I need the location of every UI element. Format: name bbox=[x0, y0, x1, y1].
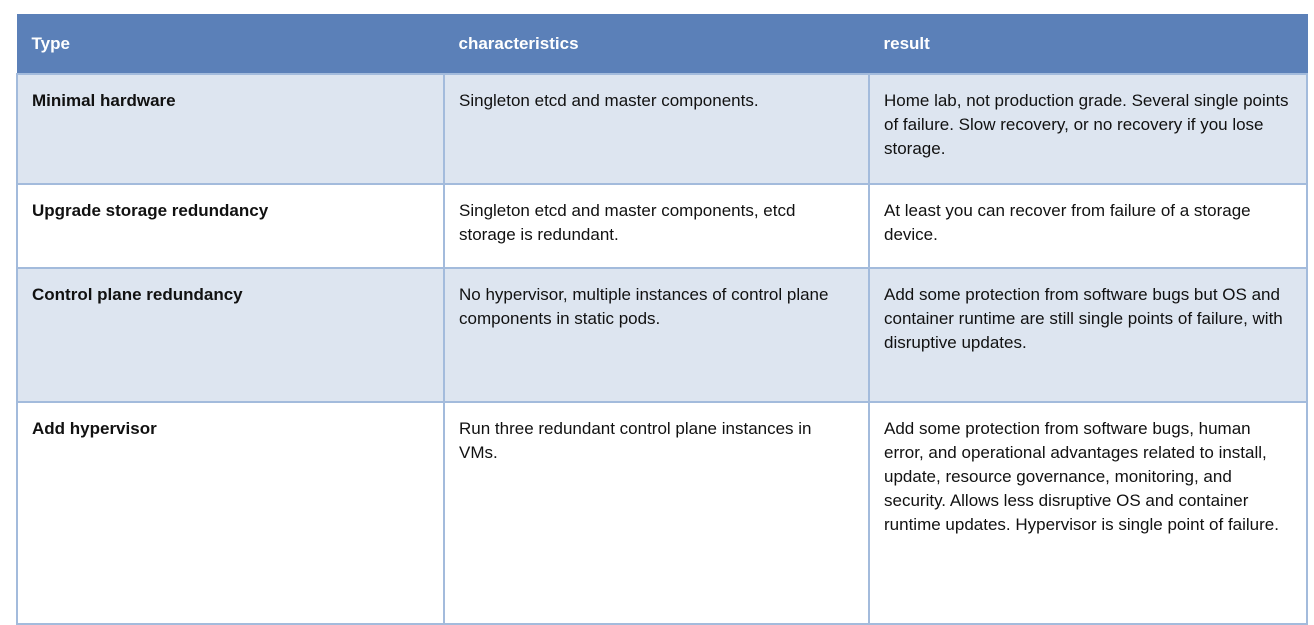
result-cell: Home lab, not production grade. Several … bbox=[868, 73, 1308, 185]
header-characteristics: characteristics bbox=[443, 14, 870, 75]
result-cell: Add some protection from software bugs b… bbox=[868, 267, 1308, 403]
table-row: Control plane redundancy No hypervisor, … bbox=[16, 267, 1308, 403]
characteristics-cell: Singleton etcd and master components. bbox=[443, 73, 870, 185]
type-cell: Minimal hardware bbox=[16, 73, 445, 185]
table-row: Add hypervisor Run three redundant contr… bbox=[16, 401, 1308, 625]
result-cell: Add some protection from software bugs, … bbox=[868, 401, 1308, 625]
redundancy-table: Type characteristics result Minimal hard… bbox=[16, 14, 1308, 625]
type-cell: Control plane redundancy bbox=[16, 267, 445, 403]
characteristics-cell: No hypervisor, multiple instances of con… bbox=[443, 267, 870, 403]
type-cell: Upgrade storage redundancy bbox=[16, 183, 445, 269]
result-cell: At least you can recover from failure of… bbox=[868, 183, 1308, 269]
type-cell: Add hypervisor bbox=[16, 401, 445, 625]
table-row: Minimal hardware Singleton etcd and mast… bbox=[16, 73, 1308, 185]
header-type: Type bbox=[16, 14, 445, 75]
header-row: Type characteristics result bbox=[16, 14, 1308, 75]
characteristics-cell: Run three redundant control plane instan… bbox=[443, 401, 870, 625]
table-row: Upgrade storage redundancy Singleton etc… bbox=[16, 183, 1308, 269]
characteristics-cell: Singleton etcd and master components, et… bbox=[443, 183, 870, 269]
header-result: result bbox=[868, 14, 1308, 75]
